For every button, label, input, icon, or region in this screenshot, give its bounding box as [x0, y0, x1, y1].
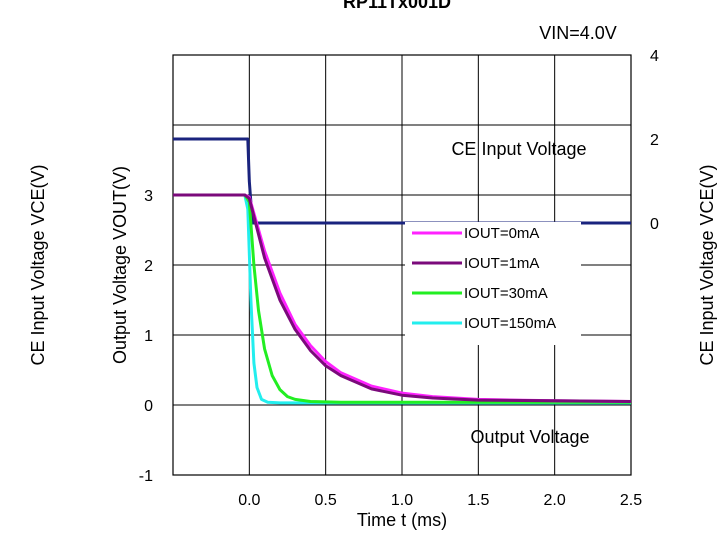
- x-tick-label: 1.0: [391, 492, 413, 509]
- left-axis-label: Output Voltage VOUT(V): [110, 166, 130, 364]
- right-tick-label: 4: [650, 48, 659, 65]
- legend-label: IOUT=0mA: [464, 225, 539, 242]
- x-tick-label: 0.5: [315, 492, 337, 509]
- left-tick-label: 0: [144, 398, 153, 415]
- vin-condition-label: VIN=4.0V: [539, 23, 617, 43]
- x-axis-label: Time t (ms): [357, 510, 447, 530]
- x-tick-labels: 0.0 0.5 1.0 1.5 2.0 2.5: [238, 492, 642, 509]
- legend-label: IOUT=150mA: [464, 315, 556, 332]
- x-tick-label: 1.5: [467, 492, 489, 509]
- right-axis-label: CE Input Voltage VCE(V): [697, 164, 717, 365]
- outer-left-axis-label: CE Input Voltage VCE(V): [28, 164, 48, 365]
- legend-label: IOUT=1mA: [464, 255, 539, 272]
- ce-input-voltage-annotation: CE Input Voltage: [451, 139, 586, 159]
- right-tick-labels: 0 2 4: [650, 48, 659, 233]
- right-tick-label: 0: [650, 216, 659, 233]
- left-tick-label: -1: [139, 468, 153, 485]
- legend-label: IOUT=30mA: [464, 285, 548, 302]
- left-tick-label: 3: [144, 188, 153, 205]
- chart-title: RP11Tx001D: [343, 0, 451, 12]
- legend: IOUT=0mA IOUT=1mA IOUT=30mA IOUT=150mA: [405, 222, 581, 345]
- x-tick-label: 2.0: [544, 492, 566, 509]
- left-tick-labels: -1 0 1 2 3: [139, 188, 153, 485]
- left-tick-label: 2: [144, 258, 153, 275]
- output-voltage-annotation: Output Voltage: [470, 427, 589, 447]
- x-tick-label: 2.5: [620, 492, 642, 509]
- left-tick-label: 1: [144, 328, 153, 345]
- x-tick-label: 0.0: [238, 492, 260, 509]
- right-tick-label: 2: [650, 132, 659, 149]
